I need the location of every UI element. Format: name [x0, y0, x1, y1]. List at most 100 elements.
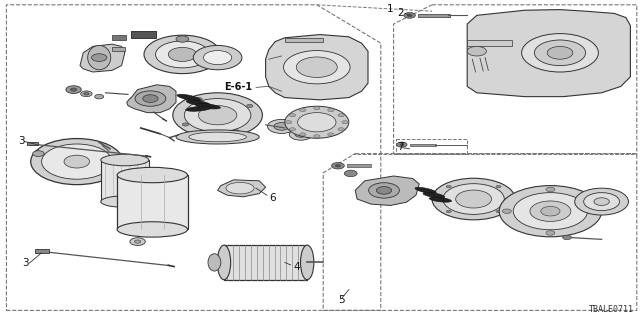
- Circle shape: [143, 95, 158, 102]
- Circle shape: [530, 201, 571, 221]
- Ellipse shape: [186, 100, 211, 106]
- Ellipse shape: [101, 154, 149, 166]
- Ellipse shape: [189, 132, 246, 142]
- Polygon shape: [467, 10, 630, 97]
- Circle shape: [338, 114, 344, 117]
- Circle shape: [502, 209, 511, 213]
- Ellipse shape: [117, 167, 188, 183]
- Bar: [27, 142, 38, 145]
- Circle shape: [467, 46, 486, 56]
- Ellipse shape: [196, 103, 220, 109]
- Circle shape: [338, 128, 344, 131]
- Circle shape: [130, 238, 145, 245]
- Circle shape: [70, 88, 77, 91]
- Circle shape: [400, 144, 404, 146]
- Ellipse shape: [176, 130, 259, 144]
- Circle shape: [81, 91, 92, 97]
- Circle shape: [513, 193, 588, 230]
- Circle shape: [95, 94, 104, 99]
- Circle shape: [584, 193, 620, 211]
- Circle shape: [314, 107, 320, 110]
- Circle shape: [407, 14, 412, 17]
- Circle shape: [246, 104, 253, 108]
- Circle shape: [106, 165, 118, 171]
- Circle shape: [546, 231, 555, 235]
- Circle shape: [300, 133, 306, 136]
- Circle shape: [196, 98, 202, 101]
- Bar: [112, 35, 126, 40]
- Ellipse shape: [218, 245, 230, 280]
- Circle shape: [328, 133, 334, 136]
- Ellipse shape: [186, 106, 211, 111]
- Circle shape: [446, 185, 451, 188]
- Circle shape: [541, 206, 560, 216]
- Circle shape: [575, 188, 628, 215]
- Bar: [101, 160, 148, 202]
- Bar: [347, 164, 371, 167]
- Bar: [467, 40, 512, 46]
- Ellipse shape: [88, 45, 111, 70]
- Circle shape: [285, 106, 349, 138]
- Circle shape: [173, 93, 262, 138]
- Circle shape: [369, 183, 399, 198]
- Circle shape: [547, 46, 573, 59]
- Circle shape: [66, 86, 81, 93]
- Bar: [224, 245, 307, 280]
- Circle shape: [284, 51, 350, 84]
- Ellipse shape: [415, 187, 436, 194]
- Circle shape: [594, 198, 609, 205]
- Circle shape: [233, 130, 239, 133]
- Text: 3: 3: [18, 136, 24, 146]
- Circle shape: [397, 142, 407, 147]
- Polygon shape: [355, 176, 419, 205]
- Circle shape: [522, 34, 598, 72]
- Text: 2: 2: [397, 8, 403, 18]
- Circle shape: [456, 190, 492, 208]
- Circle shape: [204, 51, 232, 65]
- Circle shape: [92, 54, 107, 61]
- Circle shape: [446, 210, 451, 213]
- Ellipse shape: [429, 197, 451, 202]
- Bar: [285, 38, 323, 42]
- Circle shape: [134, 240, 141, 243]
- Polygon shape: [80, 44, 125, 72]
- Ellipse shape: [177, 94, 200, 101]
- Bar: [35, 249, 49, 253]
- Text: 5: 5: [338, 295, 344, 305]
- Circle shape: [184, 99, 251, 132]
- Circle shape: [496, 210, 501, 213]
- Circle shape: [295, 132, 307, 137]
- Circle shape: [534, 40, 586, 66]
- Circle shape: [499, 186, 602, 237]
- Circle shape: [176, 36, 189, 42]
- Circle shape: [344, 170, 357, 177]
- Circle shape: [376, 187, 392, 194]
- Circle shape: [589, 209, 598, 213]
- Circle shape: [274, 123, 289, 130]
- Ellipse shape: [208, 254, 221, 271]
- Circle shape: [135, 91, 166, 106]
- Circle shape: [546, 187, 555, 192]
- Circle shape: [168, 47, 196, 61]
- Ellipse shape: [423, 192, 445, 198]
- Circle shape: [285, 121, 292, 124]
- Circle shape: [33, 151, 44, 156]
- Circle shape: [198, 106, 237, 125]
- Circle shape: [289, 129, 312, 140]
- Circle shape: [342, 121, 348, 124]
- Circle shape: [156, 41, 209, 68]
- Ellipse shape: [301, 245, 314, 280]
- Circle shape: [314, 135, 320, 138]
- Circle shape: [84, 92, 89, 95]
- Polygon shape: [218, 180, 266, 197]
- Circle shape: [64, 155, 90, 168]
- Polygon shape: [127, 85, 176, 113]
- Text: E-6-1: E-6-1: [224, 82, 252, 92]
- Circle shape: [404, 12, 415, 18]
- Circle shape: [335, 164, 340, 167]
- Circle shape: [289, 128, 296, 131]
- Text: 4: 4: [293, 262, 300, 272]
- Circle shape: [289, 114, 296, 117]
- Circle shape: [144, 35, 221, 74]
- Circle shape: [328, 108, 334, 112]
